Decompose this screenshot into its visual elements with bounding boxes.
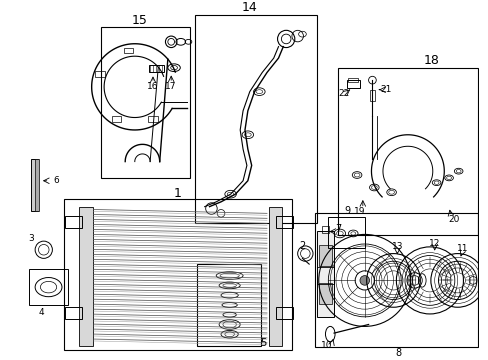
Text: 19: 19 bbox=[353, 207, 365, 216]
Bar bbox=[195, 15, 316, 223]
Bar bbox=[64, 199, 291, 350]
Bar bbox=[321, 226, 328, 233]
Bar bbox=[348, 78, 357, 82]
Bar bbox=[101, 27, 190, 178]
Text: 12: 12 bbox=[428, 239, 440, 248]
Bar bbox=[79, 207, 92, 346]
Text: 20: 20 bbox=[447, 215, 459, 224]
Text: 2: 2 bbox=[299, 241, 305, 251]
Bar bbox=[95, 71, 105, 77]
Bar bbox=[65, 307, 82, 319]
Bar bbox=[149, 65, 164, 72]
Bar bbox=[346, 80, 359, 88]
Text: 22: 22 bbox=[337, 89, 348, 98]
Bar bbox=[318, 283, 331, 304]
Bar bbox=[197, 264, 261, 346]
Bar bbox=[29, 269, 67, 305]
Bar bbox=[316, 267, 333, 284]
Text: 17: 17 bbox=[165, 82, 177, 91]
Text: 14: 14 bbox=[242, 1, 257, 14]
Bar bbox=[268, 207, 282, 346]
Text: 1: 1 bbox=[174, 187, 182, 200]
Bar bbox=[314, 213, 477, 347]
Text: 18: 18 bbox=[423, 54, 439, 67]
Bar bbox=[337, 68, 477, 235]
Text: 21: 21 bbox=[379, 85, 391, 94]
Bar bbox=[369, 90, 374, 101]
Bar bbox=[111, 116, 121, 122]
Text: 9: 9 bbox=[344, 206, 350, 216]
Text: 11: 11 bbox=[456, 244, 468, 253]
Bar bbox=[31, 159, 38, 211]
Bar bbox=[318, 245, 331, 266]
Text: 6: 6 bbox=[53, 176, 59, 185]
Text: 16: 16 bbox=[147, 82, 159, 91]
Bar bbox=[327, 217, 364, 248]
Bar bbox=[275, 307, 292, 319]
Bar bbox=[35, 159, 39, 211]
Circle shape bbox=[359, 276, 369, 285]
Bar bbox=[148, 116, 158, 122]
Bar bbox=[316, 231, 333, 317]
Text: 8: 8 bbox=[394, 348, 401, 358]
Bar bbox=[275, 216, 292, 228]
Text: 5: 5 bbox=[260, 338, 266, 348]
Text: 15: 15 bbox=[131, 14, 147, 27]
Text: 13: 13 bbox=[391, 242, 402, 251]
Text: 10: 10 bbox=[320, 341, 331, 350]
Bar bbox=[123, 48, 133, 53]
Text: 4: 4 bbox=[38, 309, 43, 318]
Bar bbox=[65, 216, 82, 228]
Text: 7: 7 bbox=[334, 224, 340, 234]
Text: 3: 3 bbox=[28, 234, 34, 243]
